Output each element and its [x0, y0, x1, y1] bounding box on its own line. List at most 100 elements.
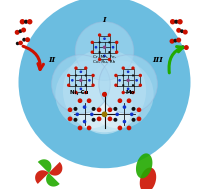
Circle shape: [98, 58, 101, 61]
Circle shape: [71, 79, 74, 82]
Circle shape: [132, 84, 134, 86]
Circle shape: [131, 107, 135, 111]
Circle shape: [92, 107, 96, 111]
Circle shape: [121, 91, 125, 94]
Circle shape: [115, 112, 119, 116]
Circle shape: [118, 79, 121, 82]
Circle shape: [174, 20, 178, 24]
Circle shape: [90, 112, 94, 116]
Polygon shape: [136, 153, 152, 178]
Circle shape: [183, 29, 188, 35]
Circle shape: [170, 19, 175, 24]
Circle shape: [127, 98, 131, 103]
Circle shape: [84, 91, 88, 94]
Polygon shape: [49, 162, 62, 176]
Circle shape: [180, 29, 184, 33]
Polygon shape: [38, 159, 51, 173]
Circle shape: [103, 46, 106, 49]
Circle shape: [19, 0, 190, 168]
Circle shape: [67, 74, 70, 77]
Circle shape: [22, 38, 26, 42]
Circle shape: [115, 50, 119, 54]
Circle shape: [177, 19, 183, 24]
Circle shape: [90, 50, 94, 54]
Circle shape: [112, 46, 114, 49]
Text: Cr, Mn, Fe,
Co, Ru, Rh: Cr, Mn, Fe, Co, Ru, Rh: [93, 55, 116, 64]
Circle shape: [84, 66, 88, 70]
Circle shape: [99, 55, 157, 113]
Circle shape: [131, 118, 135, 122]
Circle shape: [98, 33, 101, 37]
Circle shape: [20, 19, 25, 24]
Circle shape: [114, 74, 118, 77]
Circle shape: [87, 98, 91, 103]
Circle shape: [176, 28, 181, 33]
Circle shape: [118, 126, 122, 130]
Circle shape: [74, 91, 78, 94]
Circle shape: [15, 30, 20, 35]
Circle shape: [74, 107, 78, 111]
Circle shape: [18, 29, 22, 33]
Circle shape: [137, 117, 141, 121]
Circle shape: [126, 79, 130, 82]
Circle shape: [98, 41, 101, 43]
Circle shape: [131, 91, 135, 94]
Circle shape: [67, 84, 70, 87]
Circle shape: [76, 77, 133, 134]
Circle shape: [131, 66, 135, 70]
Circle shape: [123, 120, 126, 123]
Circle shape: [108, 41, 111, 43]
Circle shape: [80, 88, 82, 90]
Circle shape: [122, 84, 124, 86]
Circle shape: [83, 120, 86, 123]
Circle shape: [108, 117, 112, 121]
Circle shape: [139, 74, 142, 77]
Circle shape: [113, 107, 117, 111]
Circle shape: [121, 66, 125, 70]
Circle shape: [75, 74, 77, 77]
Circle shape: [95, 46, 97, 49]
Circle shape: [55, 60, 123, 129]
Circle shape: [103, 37, 106, 40]
Circle shape: [80, 70, 82, 73]
Circle shape: [115, 41, 119, 44]
Circle shape: [21, 28, 26, 33]
Circle shape: [118, 98, 122, 103]
Circle shape: [75, 22, 134, 80]
Circle shape: [78, 98, 82, 103]
Circle shape: [68, 108, 72, 112]
Circle shape: [25, 37, 30, 42]
Circle shape: [102, 92, 107, 97]
Circle shape: [102, 112, 107, 117]
Circle shape: [108, 108, 112, 112]
Circle shape: [75, 112, 79, 116]
Circle shape: [184, 45, 189, 50]
Circle shape: [137, 108, 141, 112]
Circle shape: [74, 118, 78, 122]
Circle shape: [86, 60, 154, 129]
Circle shape: [68, 117, 72, 121]
Circle shape: [127, 70, 129, 73]
Circle shape: [103, 54, 106, 57]
Circle shape: [27, 19, 32, 24]
Circle shape: [79, 79, 83, 82]
Circle shape: [24, 20, 28, 24]
Circle shape: [135, 79, 138, 82]
Text: Ni, Cu: Ni, Cu: [70, 90, 88, 95]
Circle shape: [123, 105, 126, 109]
Circle shape: [63, 49, 146, 132]
Circle shape: [127, 126, 131, 130]
Circle shape: [181, 45, 185, 49]
Circle shape: [113, 118, 117, 122]
Circle shape: [52, 55, 110, 113]
Circle shape: [16, 42, 19, 45]
Circle shape: [75, 84, 77, 86]
Circle shape: [127, 88, 129, 90]
Circle shape: [122, 74, 124, 77]
Circle shape: [74, 66, 78, 70]
Circle shape: [92, 118, 96, 122]
Circle shape: [91, 74, 95, 77]
Circle shape: [91, 84, 95, 87]
Circle shape: [139, 84, 142, 87]
Circle shape: [108, 33, 111, 37]
